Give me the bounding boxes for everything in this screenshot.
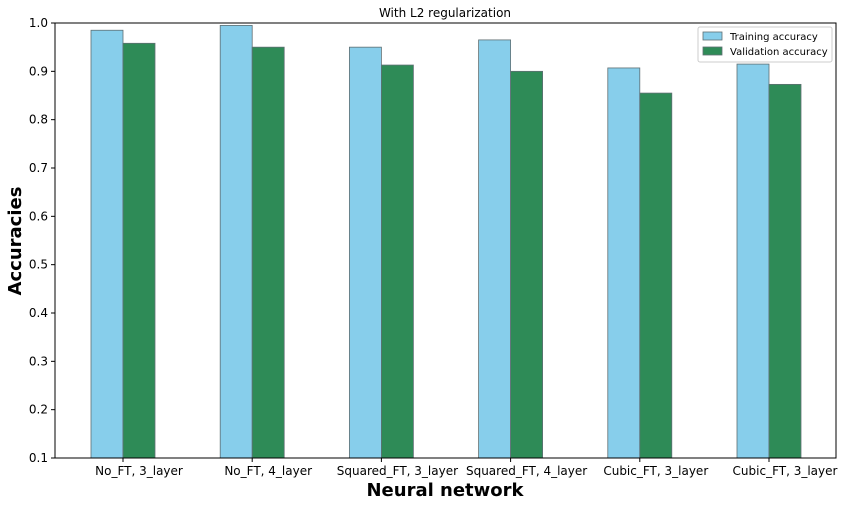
legend-swatch-training <box>702 31 723 41</box>
legend-swatch-validation <box>702 46 723 56</box>
bar-validation-4 <box>639 92 673 459</box>
x-tick-label-1: No_FT, 4_layer <box>224 464 312 478</box>
x-axis: No_FT, 3_layer No_FT, 4_layer Squared_FT, … <box>95 458 838 478</box>
x-tick-label-0: No_FT, 3_layer <box>95 464 183 478</box>
bar-training-5 <box>736 63 770 459</box>
bar-training-0 <box>90 29 124 459</box>
bar-training-2 <box>348 46 382 459</box>
legend-box <box>697 26 833 63</box>
y-axis-title: Accuracies <box>5 187 26 296</box>
bar-validation-5 <box>768 83 802 459</box>
y-tick-label-1: 0.2 <box>29 403 48 417</box>
legend: Training accuracy Validation accuracy <box>697 26 833 63</box>
bar-validation-0 <box>122 42 156 459</box>
bar-validation-1 <box>251 46 285 459</box>
chart-title: With L2 regularization <box>379 6 511 20</box>
y-axis: 0.1 0.2 0.3 0.4 0.5 0.6 0.7 0.8 0.9 1.0 <box>29 16 55 465</box>
bars-group <box>90 25 802 459</box>
y-tick-label-0: 0.1 <box>29 451 48 465</box>
bar-validation-2 <box>380 64 414 459</box>
bar-training-1 <box>219 25 253 459</box>
bar-training-3 <box>478 39 512 459</box>
bar-training-4 <box>607 67 641 459</box>
y-tick-label-3: 0.4 <box>29 306 48 320</box>
plot-frame <box>54 22 837 459</box>
y-tick-label-8: 0.9 <box>29 64 48 78</box>
legend-label-training: Training accuracy <box>729 32 818 43</box>
y-tick-label-5: 0.6 <box>29 209 48 223</box>
x-tick-label-3: Squared_FT, 4_layer <box>466 464 587 478</box>
x-tick-label-4: Cubic_FT, 3_layer <box>603 464 708 478</box>
y-tick-label-6: 0.7 <box>29 161 48 175</box>
x-tick-label-5: Cubic_FT, 3_layer <box>733 464 838 478</box>
y-tick-label-4: 0.5 <box>29 258 48 272</box>
x-axis-title: Neural network <box>366 480 524 501</box>
y-tick-label-7: 0.8 <box>29 113 48 127</box>
bar-validation-3 <box>510 70 544 459</box>
legend-label-validation: Validation accuracy <box>730 47 828 58</box>
x-tick-label-2: Squared_FT, 3_layer <box>337 464 458 478</box>
y-tick-label-9: 1.0 <box>29 16 48 30</box>
y-tick-label-2: 0.3 <box>29 354 48 368</box>
